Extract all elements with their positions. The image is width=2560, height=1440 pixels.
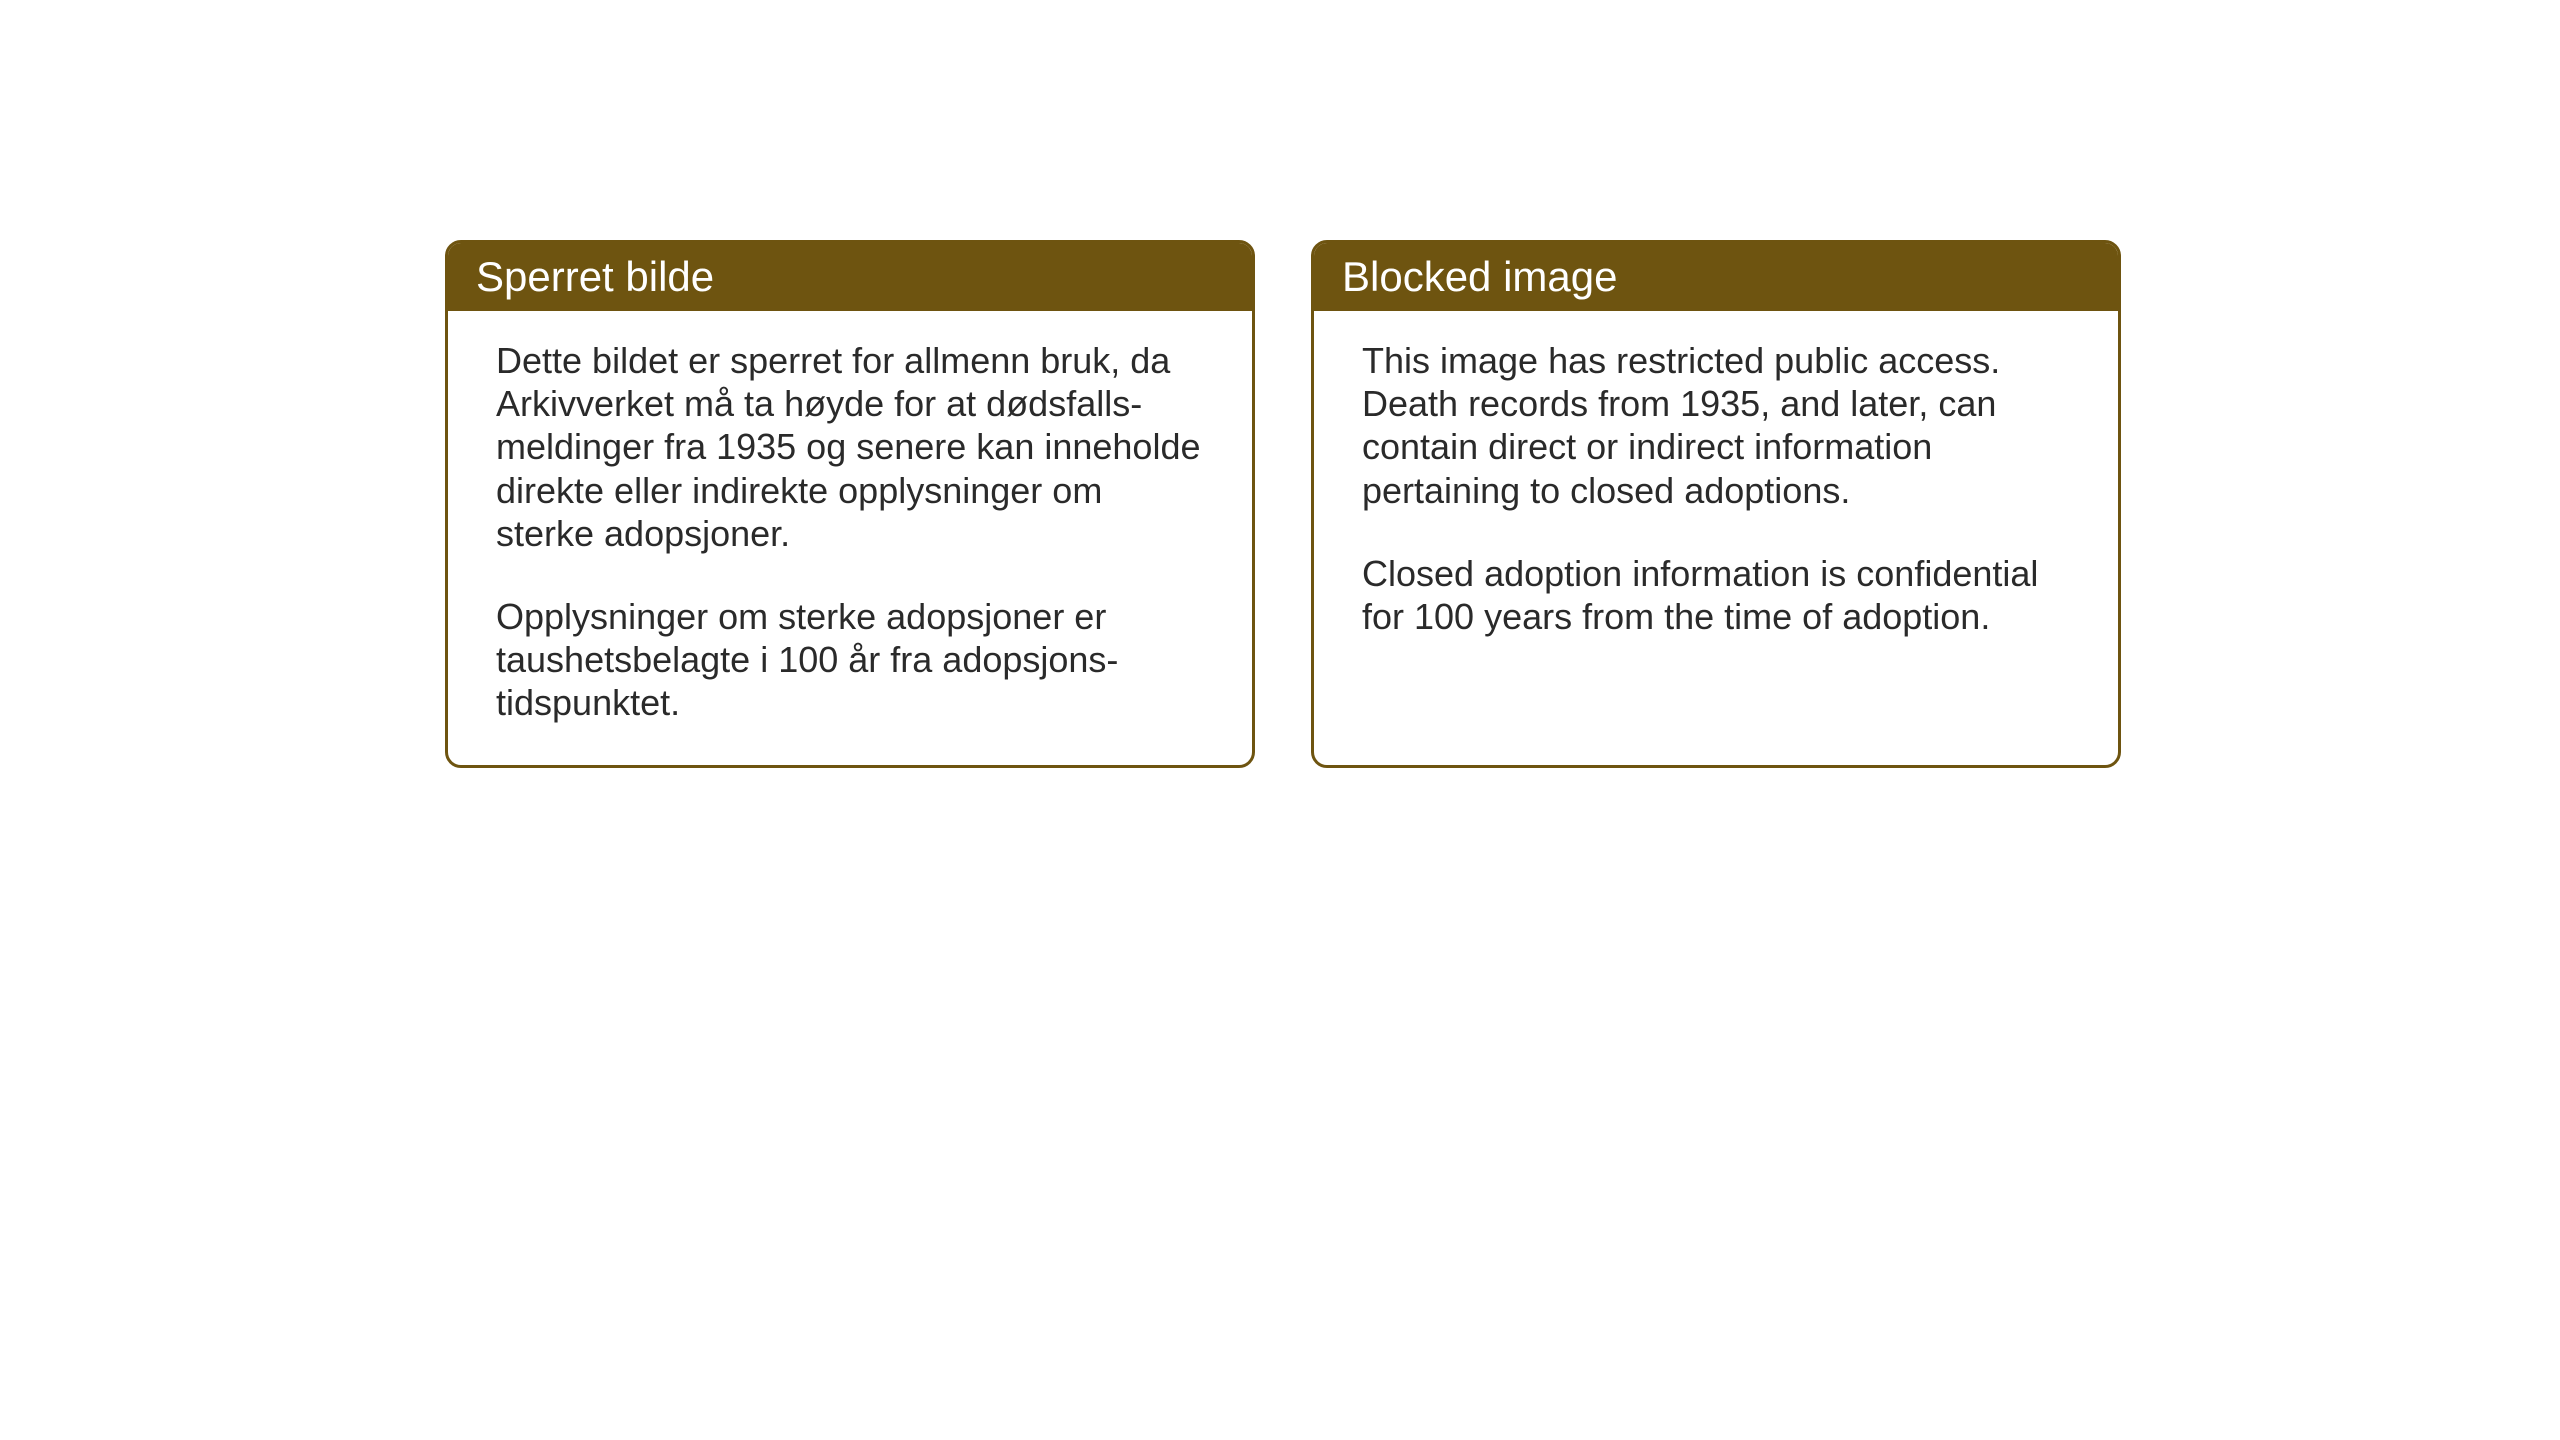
norwegian-card-title: Sperret bilde [448, 243, 1252, 311]
norwegian-paragraph-1: Dette bildet er sperret for allmenn bruk… [496, 339, 1204, 555]
notice-cards-container: Sperret bilde Dette bildet er sperret fo… [445, 240, 2121, 768]
norwegian-notice-card: Sperret bilde Dette bildet er sperret fo… [445, 240, 1255, 768]
english-paragraph-2: Closed adoption information is confident… [1362, 552, 2070, 638]
norwegian-card-body: Dette bildet er sperret for allmenn bruk… [448, 311, 1252, 765]
english-card-title: Blocked image [1314, 243, 2118, 311]
norwegian-paragraph-2: Opplysninger om sterke adopsjoner er tau… [496, 595, 1204, 725]
english-paragraph-1: This image has restricted public access.… [1362, 339, 2070, 512]
english-card-body: This image has restricted public access.… [1314, 311, 2118, 678]
english-notice-card: Blocked image This image has restricted … [1311, 240, 2121, 768]
